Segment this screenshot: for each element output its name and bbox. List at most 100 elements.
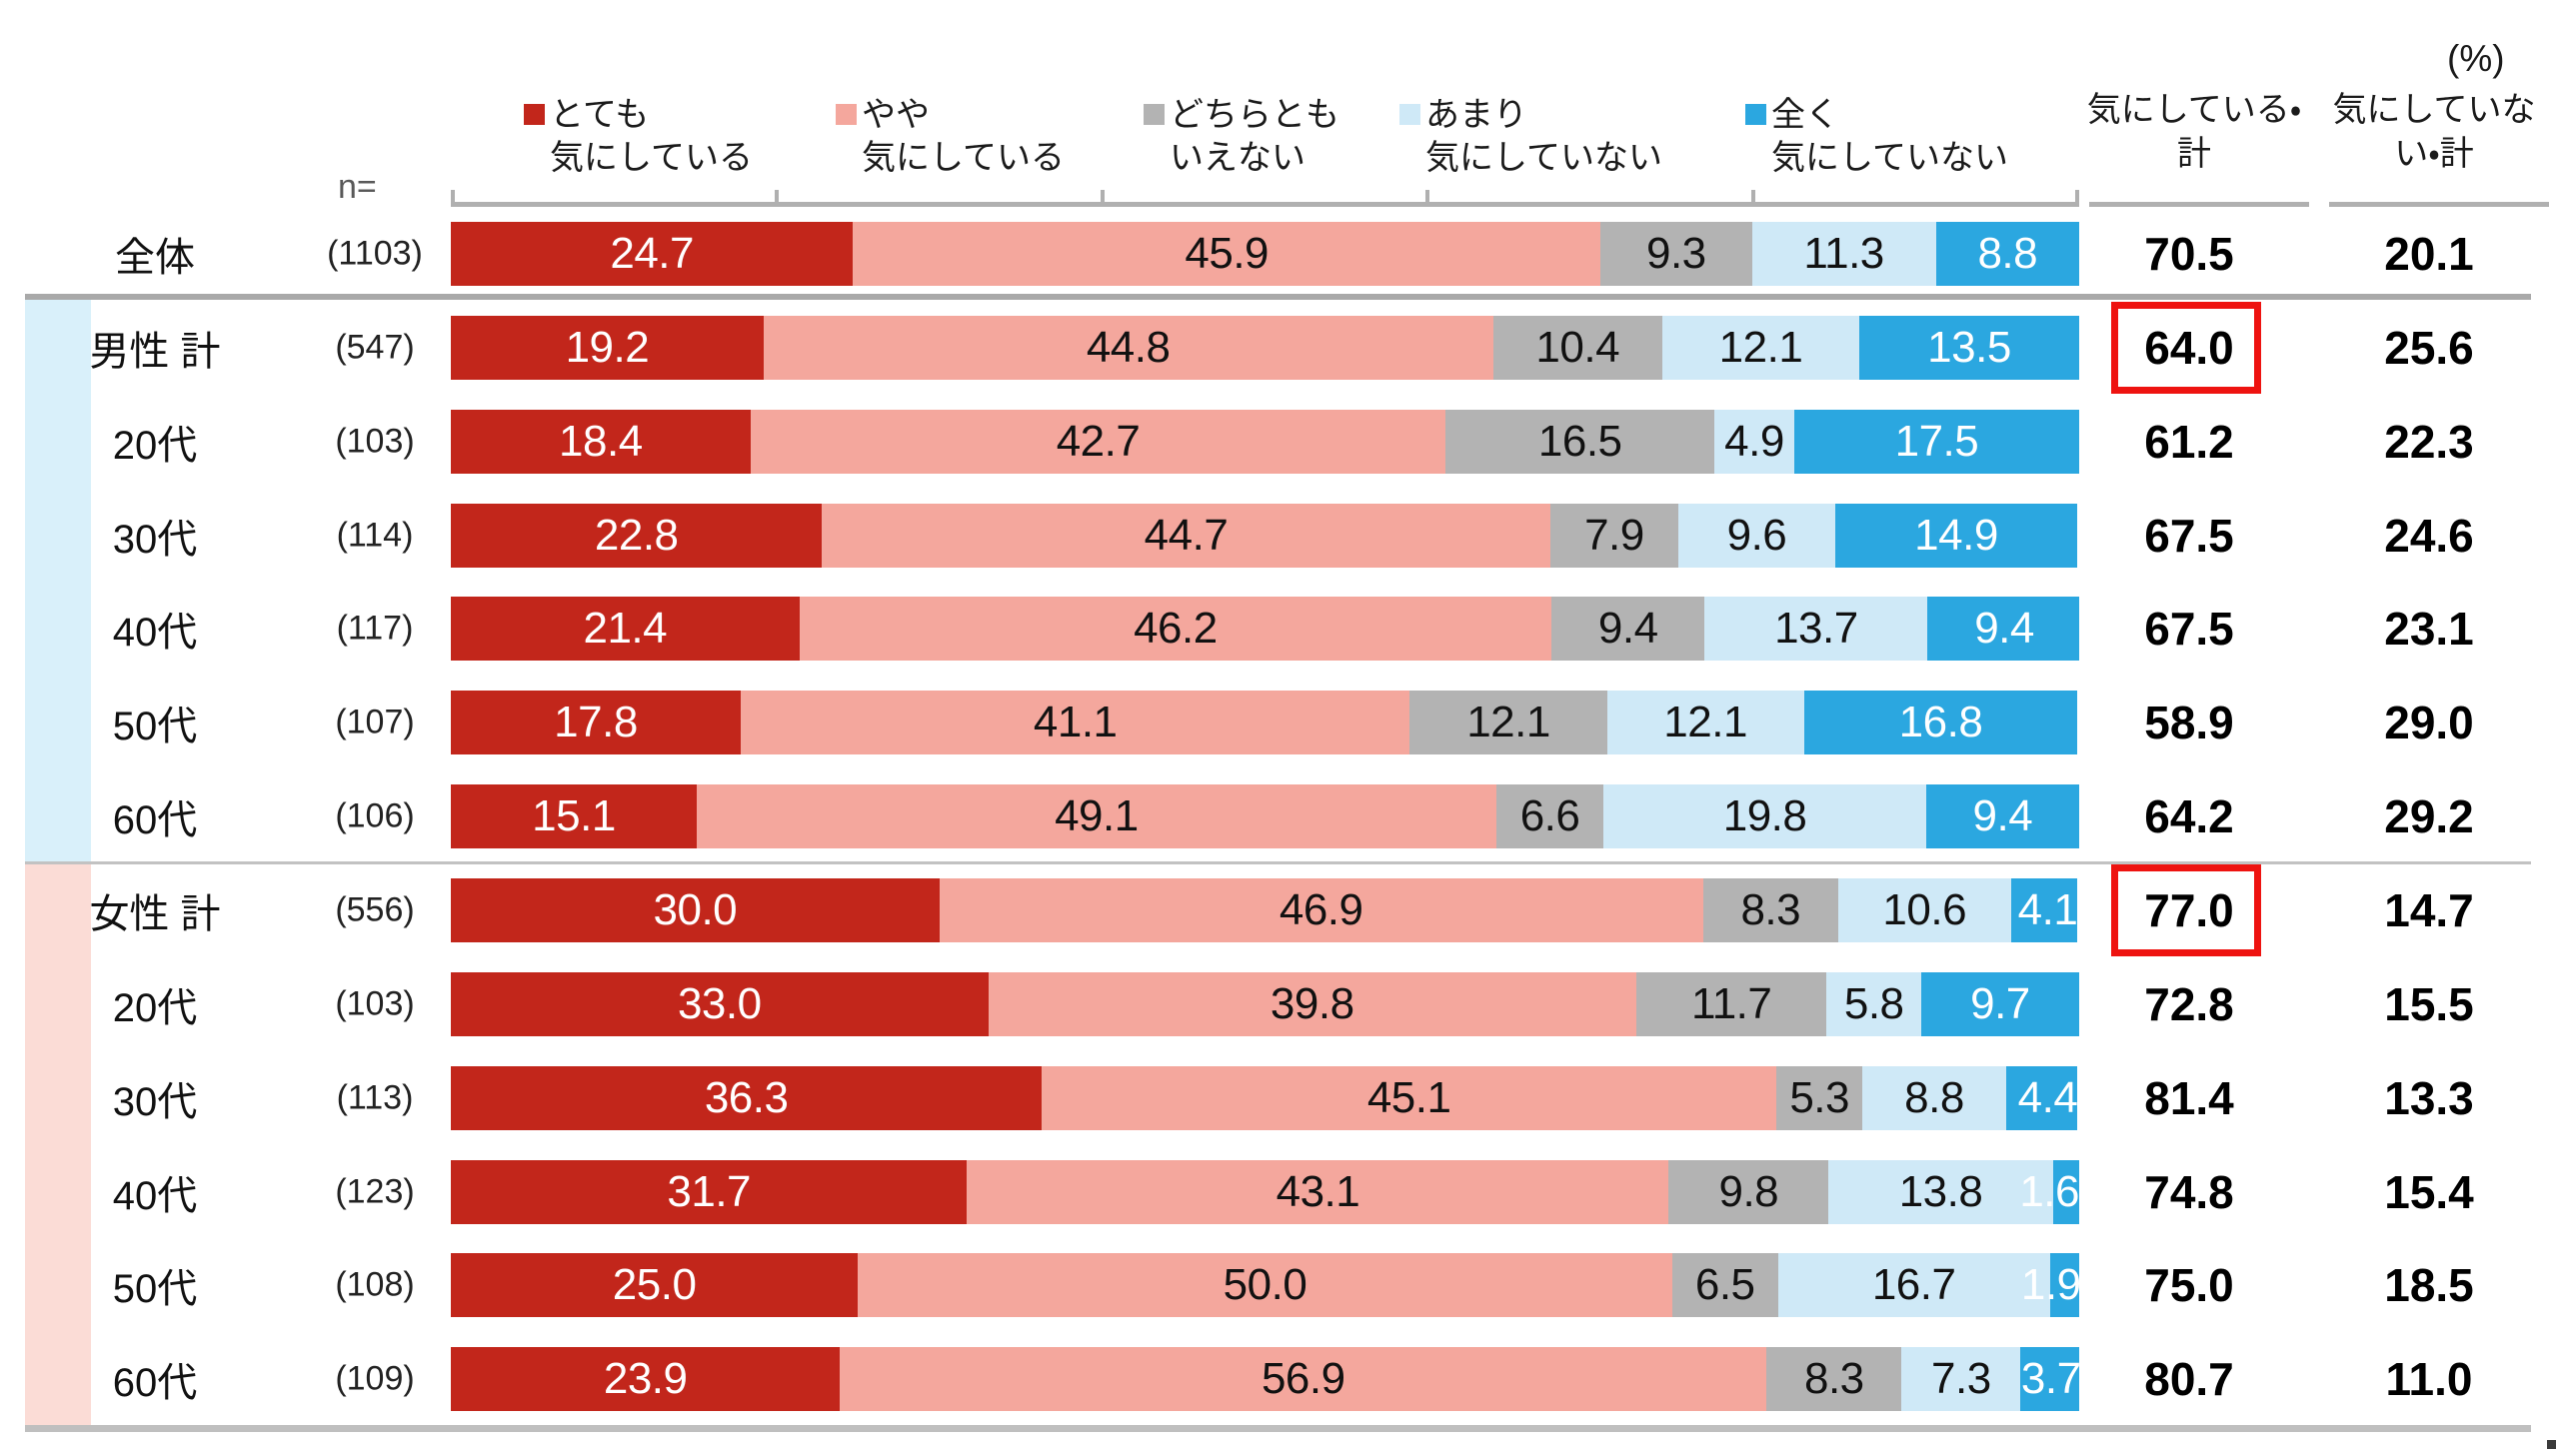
row-n-count: (117): [336, 609, 414, 648]
row-label: 女性 計: [89, 891, 221, 936]
bar-segment-value: 5.3: [1789, 1072, 1849, 1122]
not-concerned-total-value: 11.0: [2385, 1353, 2473, 1406]
bar-segment-value: 9.3: [1645, 229, 1706, 278]
table-row: 20代 (103) 33.0 39.8 11.7 5.8 9.7 72.8 15.5: [0, 958, 2559, 1050]
legend-label-line: いえない: [1170, 139, 1305, 178]
chart-bottom-border: [25, 1425, 2531, 1432]
summary-header-line: い・計: [2394, 135, 2474, 174]
row-n-count: (107): [335, 703, 415, 741]
bar-segment-value: 21.4: [583, 604, 668, 654]
table-row: 女性 計 (556) 30.0 46.9 8.3 10.6 4.1 77.0 14.7: [0, 863, 2559, 956]
bar-segment-value: 46.2: [1134, 604, 1218, 654]
bar-segment: 9.6: [1678, 503, 1835, 568]
bar-segment-value: 10.6: [1882, 884, 1967, 934]
row-n-count: (106): [335, 796, 415, 835]
concerned-total-value: 75.0: [2144, 1259, 2234, 1312]
row-n-count: (103): [335, 984, 415, 1023]
section-divider: [25, 294, 2531, 300]
row-label: 50代: [112, 705, 198, 749]
bar-segment-value: 24.7: [610, 229, 694, 278]
bar-segment-value: 23.9: [603, 1354, 688, 1404]
summary-header-line: 気にしていな: [2332, 91, 2536, 129]
table-row: 男性 計 (547) 19.2 44.8 10.4 12.1 13.5 64.0 25.…: [0, 301, 2559, 394]
bar-segment-value: 3.7: [2020, 1354, 2079, 1404]
n-equals-label: n=: [338, 168, 377, 206]
bar-segment: 44.8: [763, 315, 1493, 380]
legend-label-line: 気にしていない: [1425, 139, 1662, 178]
bar-segment-value: 13.8: [1898, 1166, 1983, 1216]
stacked-bar: 19.2 44.8 10.4 12.1 13.5: [451, 315, 2079, 380]
bar-segment-value: 14.9: [1914, 510, 1998, 560]
bar-segment: 7.3: [1901, 1347, 2021, 1412]
bar-segment: 1.6: [2019, 1159, 2079, 1224]
legend-swatch: [1745, 104, 1766, 125]
bar-segment: 46.2: [799, 597, 1552, 662]
table-row: 60代 (106) 15.1 49.1 6.6 19.8 9.4 64.2 29.2: [0, 770, 2559, 862]
legend-label-line: どちらとも: [1170, 96, 1339, 134]
not-concerned-total-value: 15.4: [2384, 1165, 2474, 1218]
bar-segment-value: 44.8: [1086, 322, 1171, 372]
summary-underline: [2089, 202, 2309, 207]
legend-swatch: [524, 104, 545, 125]
concerned-total-value: 72.8: [2144, 977, 2234, 1030]
male-group-band: [25, 300, 91, 861]
bar-segment: 13.5: [1859, 315, 2079, 380]
row-n-count: (123): [335, 1172, 415, 1210]
stacked-bar: 22.8 44.7 7.9 9.6 14.9: [451, 503, 2079, 568]
stacked-bar: 18.4 42.7 16.5 4.9 17.5: [451, 409, 2079, 474]
table-row: 30代 (114) 22.8 44.7 7.9 9.6 14.9 67.5 24.6: [0, 490, 2559, 582]
table-row: 20代 (103) 18.4 42.7 16.5 4.9 17.5 61.2 22.3: [0, 396, 2559, 488]
legend-swatch: [836, 104, 857, 125]
bar-segment: 36.3: [451, 1065, 1043, 1130]
stacked-bar: 31.7 43.1 9.8 13.8 1.6: [451, 1159, 2079, 1224]
legend-item: やや 気にしている: [836, 94, 1065, 180]
bar-segment-value: 4.4: [2017, 1072, 2078, 1122]
axis-tick: [1100, 190, 1105, 202]
legend-item: とても 気にしている: [524, 94, 753, 180]
bar-segment: 41.1: [740, 691, 1410, 755]
bar-segment-value: 11.7: [1690, 978, 1772, 1028]
bar-segment-value: 1.6: [2019, 1166, 2079, 1216]
stacked-bar: 33.0 39.8 11.7 5.8 9.7: [451, 971, 2079, 1036]
bar-segment-value: 30.0: [653, 884, 738, 934]
bar-segment: 33.0: [451, 971, 989, 1036]
stacked-bar: 17.8 41.1 12.1 12.1 16.8: [451, 691, 2079, 755]
bar-segment: 19.2: [451, 315, 764, 380]
legend-label-line: 気にしている: [862, 139, 1065, 178]
bar-segment-value: 49.1: [1055, 791, 1139, 841]
bar-segment-value: 5.8: [1843, 978, 1904, 1028]
stacked-bar: 25.0 50.0 6.5 16.7 1.9: [451, 1253, 2079, 1318]
bar-segment: 12.1: [1661, 315, 1860, 380]
concerned-total-value: 67.5: [2144, 509, 2234, 562]
not-concerned-total-value: 23.1: [2384, 603, 2474, 656]
bar-segment-value: 50.0: [1223, 1260, 1307, 1310]
bar-segment-value: 8.3: [1740, 884, 1801, 934]
bar-segment: 50.0: [858, 1253, 1672, 1318]
row-label: 30代: [112, 1079, 198, 1124]
bar-segment-value: 25.0: [612, 1260, 697, 1310]
concerned-total-value: 64.0: [2144, 321, 2234, 374]
stacked-bar: 30.0 46.9 8.3 10.6 4.1: [451, 877, 2079, 942]
bar-segment-value: 6.5: [1694, 1260, 1755, 1310]
legend-item: 全く 気にしていない: [1745, 94, 2008, 180]
not-concerned-total-value: 24.6: [2384, 509, 2474, 562]
bar-segment: 22.8: [451, 503, 823, 568]
bar-segment: 13.8: [1828, 1159, 2053, 1224]
not-concerned-total-value: 15.5: [2384, 977, 2474, 1030]
row-n-count: (547): [335, 328, 415, 367]
bar-segment: 16.5: [1445, 409, 1715, 474]
bar-segment: 8.8: [1935, 222, 2079, 286]
row-n-count: (114): [336, 516, 414, 555]
table-row: 30代 (113) 36.3 45.1 5.3 8.8 4.4 81.4 13.3: [0, 1052, 2559, 1144]
legend-label-line: やや: [862, 96, 930, 134]
bar-segment: 24.7: [451, 222, 854, 286]
bar-segment-value: 9.6: [1726, 510, 1787, 560]
bar-segment-value: 9.4: [1972, 791, 2033, 841]
bar-segment: 11.3: [1751, 222, 1936, 286]
bar-segment-value: 8.3: [1803, 1354, 1864, 1404]
bar-segment: 39.8: [988, 971, 1636, 1036]
bar-segment-value: 18.4: [559, 416, 643, 466]
legend-label-line: あまり: [1425, 96, 1527, 134]
bar-segment: 45.1: [1042, 1065, 1776, 1130]
legend-label: あまり気にしていない: [1425, 94, 1662, 180]
